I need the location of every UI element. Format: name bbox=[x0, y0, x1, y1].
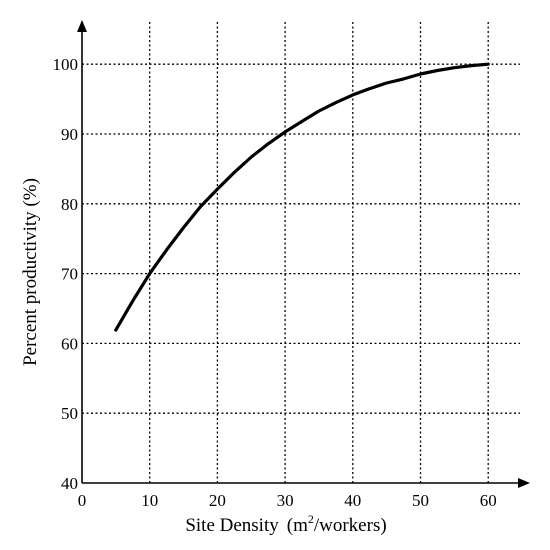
x-axis-title-unit-sup: 2 bbox=[308, 512, 314, 526]
x-tick-label-20: 20 bbox=[209, 491, 226, 510]
x-tick-label-10: 10 bbox=[141, 491, 158, 510]
y-tick-label-100: 100 bbox=[53, 55, 79, 74]
productivity-curve bbox=[114, 62, 490, 332]
x-tick-label-0: 0 bbox=[78, 491, 87, 510]
x-tick-label-50: 50 bbox=[412, 491, 429, 510]
y-tick-label-90: 90 bbox=[61, 125, 78, 144]
grid bbox=[82, 22, 520, 483]
axes bbox=[77, 20, 530, 488]
x-tick-label-40: 40 bbox=[344, 491, 361, 510]
y-axis-arrowhead bbox=[77, 20, 87, 32]
x-axis-arrowhead bbox=[518, 478, 530, 488]
x-tick-label-60: 60 bbox=[480, 491, 497, 510]
x-axis-title-unit-suffix: /workers) bbox=[314, 515, 387, 536]
y-tick-label-80: 80 bbox=[61, 195, 78, 214]
y-axis-title: Percent productivity (%) bbox=[20, 178, 41, 366]
y-tick-label-70: 70 bbox=[61, 265, 78, 284]
y-tick-label-60: 60 bbox=[61, 334, 78, 353]
y-tick-labels: 40 50 60 70 80 90 100 bbox=[53, 55, 79, 493]
x-tick-label-30: 30 bbox=[277, 491, 294, 510]
y-tick-label-50: 50 bbox=[61, 404, 78, 423]
x-axis-title-text: Site Density bbox=[185, 515, 279, 536]
y-tick-label-40: 40 bbox=[61, 474, 78, 493]
x-axis-title: Site Density (m2/workers) bbox=[185, 512, 386, 536]
x-tick-labels: 0 10 20 30 40 50 60 bbox=[78, 491, 497, 510]
x-axis-title-unit-prefix: (m bbox=[287, 515, 308, 536]
